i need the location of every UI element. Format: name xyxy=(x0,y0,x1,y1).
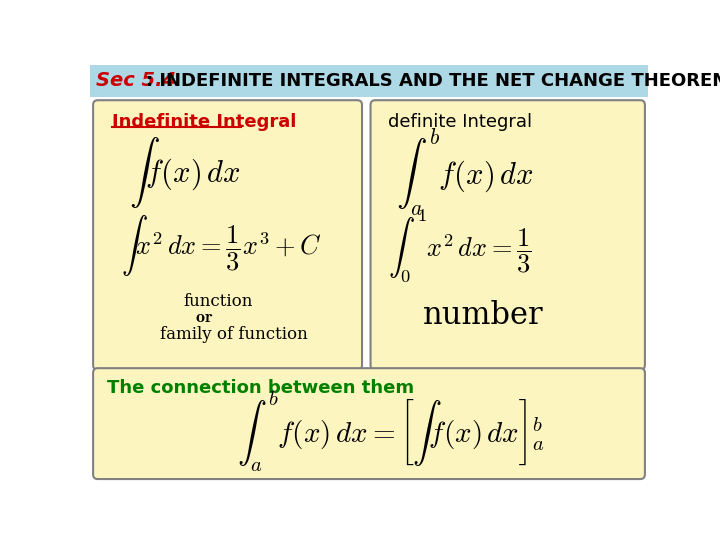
FancyBboxPatch shape xyxy=(371,100,645,370)
FancyBboxPatch shape xyxy=(93,368,645,479)
Text: definite Integral: definite Integral xyxy=(388,113,533,131)
FancyBboxPatch shape xyxy=(90,65,648,97)
Text: number: number xyxy=(423,300,544,330)
FancyBboxPatch shape xyxy=(93,100,362,370)
Text: family of function: family of function xyxy=(160,326,307,343)
Text: $\mathbf{or}$: $\mathbf{or}$ xyxy=(194,308,213,326)
Text: function: function xyxy=(183,293,253,310)
Text: $\int_a^b f(x)\,dx$: $\int_a^b f(x)\,dx$ xyxy=(396,127,534,218)
Text: The connection between them: The connection between them xyxy=(107,379,414,397)
Text: $\int x^2\,dx = \dfrac{1}{3}x^3 + C$: $\int x^2\,dx = \dfrac{1}{3}x^3 + C$ xyxy=(121,213,322,278)
Text: $\int_0^1 x^2\,dx = \dfrac{1}{3}$: $\int_0^1 x^2\,dx = \dfrac{1}{3}$ xyxy=(388,207,532,284)
Text: $\int f(x)\,dx$: $\int f(x)\,dx$ xyxy=(129,135,240,210)
Text: : INDEFINITE INTEGRALS AND THE NET CHANGE THEOREM: : INDEFINITE INTEGRALS AND THE NET CHANG… xyxy=(145,72,720,90)
Text: $\int_a^b f(x)\,dx = \left[\int f(x)\,dx\right]_a^b$: $\int_a^b f(x)\,dx = \left[\int f(x)\,dx… xyxy=(238,389,545,472)
Text: Indefinite Integral: Indefinite Integral xyxy=(112,113,296,131)
Text: Sec 5.4: Sec 5.4 xyxy=(96,71,176,91)
